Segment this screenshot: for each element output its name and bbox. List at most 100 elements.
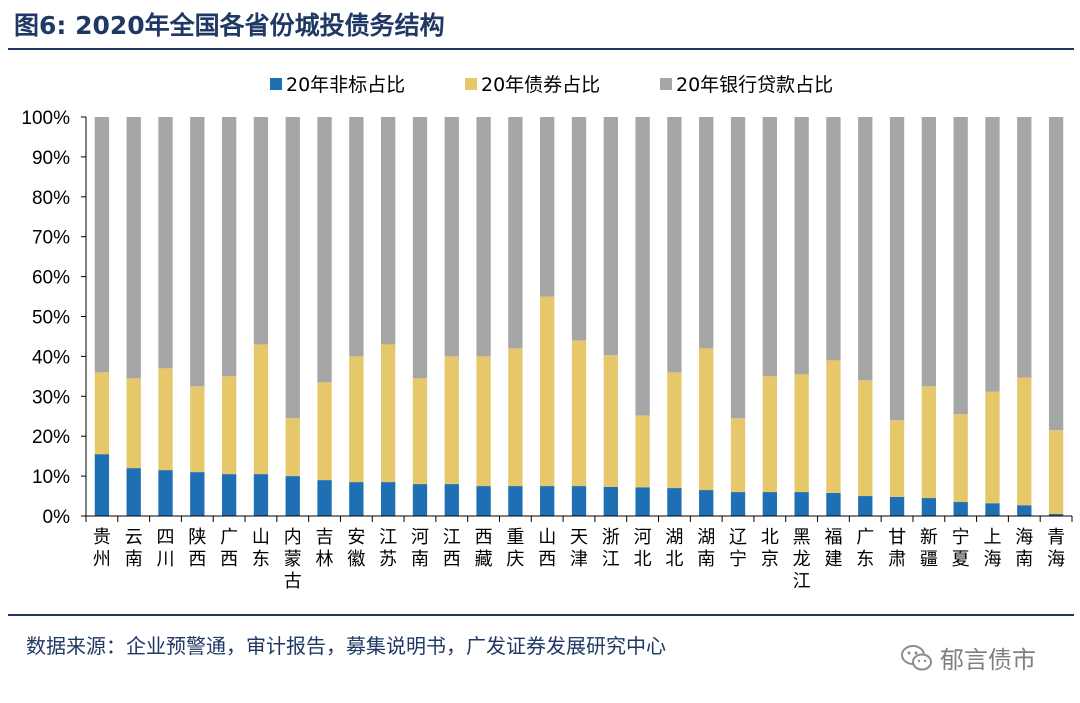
bar-segment <box>635 415 650 488</box>
legend-swatch <box>660 78 672 90</box>
bar-segment <box>381 344 396 483</box>
category-label: 安徽 <box>347 527 365 570</box>
category-label: 江西 <box>443 527 461 570</box>
bar-segment <box>1017 117 1032 378</box>
bar-segment <box>540 486 555 516</box>
bar-segment <box>476 356 491 487</box>
bar-segment <box>444 356 459 485</box>
category-label: 广东 <box>856 527 874 570</box>
bar-segment <box>317 382 332 481</box>
category-label: 江苏 <box>379 527 397 570</box>
bar-segment <box>381 117 396 345</box>
bar-segment <box>921 117 937 387</box>
bar-segment <box>985 117 1000 392</box>
bar-segment <box>794 492 809 516</box>
category-label: 吉林 <box>316 527 334 570</box>
bar-segment <box>94 117 110 373</box>
bar-segment <box>221 376 237 475</box>
bar-segment <box>730 418 746 493</box>
bar-segment <box>158 117 173 369</box>
bar-segment <box>412 378 428 485</box>
bar-segment <box>985 391 1000 504</box>
y-tick-label: 50% <box>32 308 70 329</box>
bar-segment <box>858 496 873 516</box>
bar-segment <box>476 117 491 357</box>
bar-segment <box>889 420 905 497</box>
bar-segment <box>762 492 777 516</box>
bar-segment <box>826 360 841 493</box>
bar-segment <box>1017 377 1032 506</box>
bar-segment <box>985 503 1000 516</box>
bar-segment <box>349 482 364 516</box>
bar-segment <box>699 490 714 516</box>
bar-segment <box>253 344 269 475</box>
category-label: 山东 <box>252 527 270 570</box>
bar-segment <box>126 468 141 516</box>
bar-segment <box>921 386 937 499</box>
y-tick-label: 20% <box>32 427 70 448</box>
bar-segment <box>158 470 173 516</box>
bar-segment <box>349 117 364 357</box>
bar-segment <box>762 117 777 377</box>
bar-segment <box>94 372 110 455</box>
bar-segment <box>540 117 555 297</box>
bar-segment <box>221 117 237 377</box>
bar-segment <box>253 117 269 345</box>
bar-segment <box>571 117 587 341</box>
category-label: 湖北 <box>665 527 683 570</box>
category-label: 云南 <box>125 527 143 570</box>
bar-segment <box>826 117 841 361</box>
bar-segment <box>444 484 459 516</box>
category-label: 上海 <box>983 527 1001 570</box>
category-label: 海南 <box>1015 527 1033 570</box>
bar-segment <box>1048 430 1064 515</box>
bar-segment <box>953 502 968 516</box>
bar-segment <box>476 486 491 516</box>
bar-segment <box>317 480 332 516</box>
bar-segment <box>1048 117 1064 431</box>
watermark: 郁言债市 <box>900 640 1036 675</box>
bar-segment <box>1048 514 1064 516</box>
category-label: 北京 <box>761 527 779 570</box>
category-label: 广西 <box>220 527 238 570</box>
category-label: 山西 <box>538 527 556 570</box>
bar-segment <box>94 454 110 516</box>
source-note: 数据来源：企业预警通，审计报告，募集说明书，广发证券发展研究中心 <box>26 634 666 658</box>
bar-segment <box>603 486 618 516</box>
bar-segment <box>571 340 587 487</box>
bar-segment <box>508 486 523 516</box>
bar-segment <box>826 492 841 516</box>
bar-segment <box>540 296 555 487</box>
chart-title: 图6: 2020年全国各省份城投债务结构 <box>14 11 445 40</box>
category-label: 福建 <box>824 527 842 570</box>
bar-segment <box>603 117 618 356</box>
bar-segment <box>285 117 300 419</box>
bar-segment <box>253 474 269 516</box>
y-tick-label: 30% <box>32 387 70 408</box>
category-label: 陕西 <box>188 527 206 570</box>
y-tick-label: 80% <box>32 188 70 209</box>
legend-swatch <box>270 78 282 90</box>
bar-segment <box>889 496 905 516</box>
y-tick-label: 100% <box>21 108 70 129</box>
category-label: 内蒙古 <box>284 527 302 592</box>
y-tick-label: 60% <box>32 268 70 289</box>
bar-segment <box>889 117 905 421</box>
title-divider <box>8 48 1074 50</box>
watermark-text: 郁言债市 <box>940 646 1036 674</box>
bar-segment <box>667 372 682 489</box>
y-tick-label: 90% <box>32 148 70 169</box>
bar-segment <box>603 355 618 487</box>
category-label: 黑龙江 <box>793 527 811 592</box>
category-label: 宁夏 <box>952 527 970 570</box>
category-label: 贵州 <box>93 527 111 570</box>
bar-segment <box>794 374 809 493</box>
bar-segment <box>126 378 141 469</box>
category-label: 天津 <box>570 527 588 570</box>
y-tick-label: 70% <box>32 228 70 249</box>
wechat-icon <box>901 644 932 670</box>
bar-segment <box>285 476 300 516</box>
legend-label: 20年债券占比 <box>481 74 600 96</box>
bar-segment <box>190 386 205 473</box>
category-label: 河北 <box>634 527 652 570</box>
